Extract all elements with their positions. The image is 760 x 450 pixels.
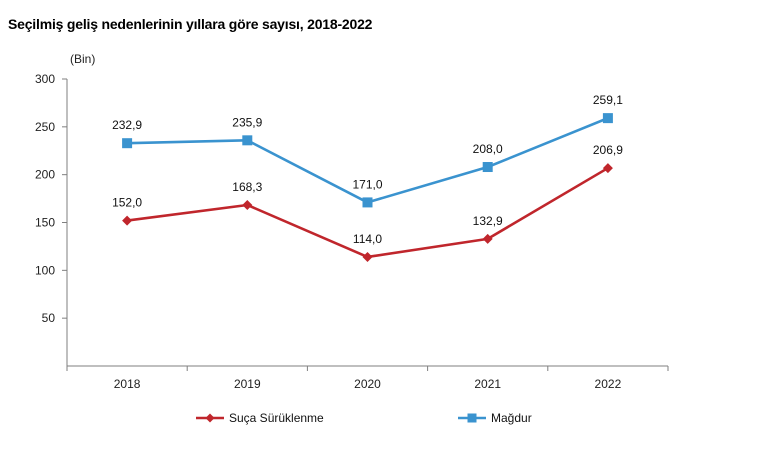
data-label: 171,0 (352, 177, 382, 191)
x-tick-label: 2020 (354, 377, 381, 391)
legend-marker (205, 413, 215, 423)
y-tick-label: 300 (35, 72, 55, 86)
y-axis-unit-label: (Bin) (70, 52, 95, 66)
data-point-marker (482, 162, 493, 173)
data-label: 259,1 (593, 93, 623, 107)
data-point-marker (122, 138, 133, 149)
series-suca-suruklenme: 152,0 168,3 114,0 132,9 206,9 (112, 143, 623, 262)
data-label: 168,3 (232, 180, 262, 194)
data-point-marker (602, 113, 613, 124)
data-label: 208,0 (473, 142, 503, 156)
data-point-marker (602, 163, 613, 174)
y-tick-label: 250 (35, 120, 55, 134)
data-label: 235,9 (232, 115, 262, 129)
series-magdur: 232,9 235,9 171,0 208,0 259,1 (112, 93, 623, 208)
x-tick-label: 2021 (474, 377, 501, 391)
chart-title: Seçilmiş geliş nedenlerinin yıllara göre… (8, 16, 373, 32)
series-group: 152,0 168,3 114,0 132,9 206,9 232,9 235,9 171,0… (112, 93, 623, 262)
x-tick-label: 2022 (595, 377, 622, 391)
data-label: 206,9 (593, 143, 623, 157)
data-label: 132,9 (473, 214, 503, 228)
legend: Suça Sürüklenme Mağdur (196, 411, 532, 425)
x-tick-label: 2019 (234, 377, 261, 391)
legend-label: Mağdur (491, 411, 532, 425)
data-label: 232,9 (112, 118, 142, 132)
data-point-marker (362, 197, 373, 208)
axes (66, 79, 668, 367)
x-tick-label: 2018 (114, 377, 141, 391)
y-tick-label: 50 (42, 311, 56, 325)
x-tick-group: 2018 2019 2020 2021 2022 (66, 366, 669, 391)
legend-marker (467, 413, 477, 423)
data-point-marker (362, 251, 373, 262)
legend-label: Suça Sürüklenme (229, 411, 324, 425)
data-point-marker (482, 233, 493, 244)
y-tick-label: 100 (35, 263, 55, 277)
data-point-marker (122, 215, 133, 226)
data-label: 152,0 (112, 196, 142, 210)
data-label: 114,0 (353, 232, 382, 246)
y-tick-label: 200 (35, 168, 55, 182)
data-point-marker (242, 199, 253, 210)
legend-item: Mağdur (458, 411, 532, 425)
legend-item: Suça Sürüklenme (196, 411, 324, 425)
data-point-marker (242, 135, 253, 146)
y-tick-label: 150 (35, 216, 55, 230)
y-tick-group: 50 100 150 200 250 300 (35, 72, 67, 325)
